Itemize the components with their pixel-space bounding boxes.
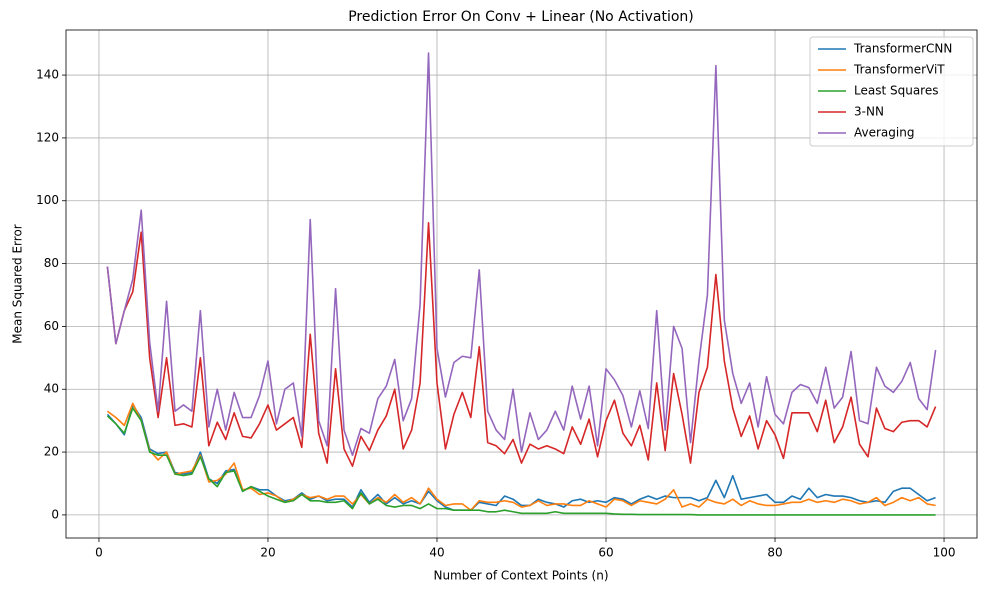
y-tick-label: 20 (44, 445, 59, 459)
legend-label: TransformerViT (853, 63, 945, 77)
legend-label: Averaging (854, 126, 914, 140)
y-tick-label: 40 (44, 382, 59, 396)
y-tick-label: 140 (36, 68, 59, 82)
x-tick-label: 100 (933, 546, 956, 560)
x-tick-label: 40 (429, 546, 444, 560)
series-line (106, 221, 937, 468)
legend-label: Least Squares (854, 84, 938, 98)
x-tick-label: 20 (260, 546, 275, 560)
x-tick-label: 0 (95, 546, 103, 560)
x-tick-label: 60 (598, 546, 613, 560)
legend-label: TransformerCNN (853, 42, 952, 56)
series-line (106, 407, 936, 516)
legend-label: 3-NN (854, 105, 884, 119)
chart-title: Prediction Error On Conv + Linear (No Ac… (348, 9, 694, 25)
legend-box (809, 36, 974, 147)
series-line (106, 52, 937, 457)
x-tick-label: 80 (767, 546, 782, 560)
y-axis-label: Mean Squared Error (11, 224, 25, 344)
y-tick-label: 0 (51, 507, 59, 521)
y-tick-label: 120 (36, 130, 59, 144)
y-tick-label: 100 (36, 193, 59, 207)
x-axis-label: Number of Context Points (n) (433, 569, 608, 583)
plot-frame (65, 29, 978, 539)
y-tick-label: 60 (44, 319, 59, 333)
y-tick-label: 80 (44, 256, 59, 270)
